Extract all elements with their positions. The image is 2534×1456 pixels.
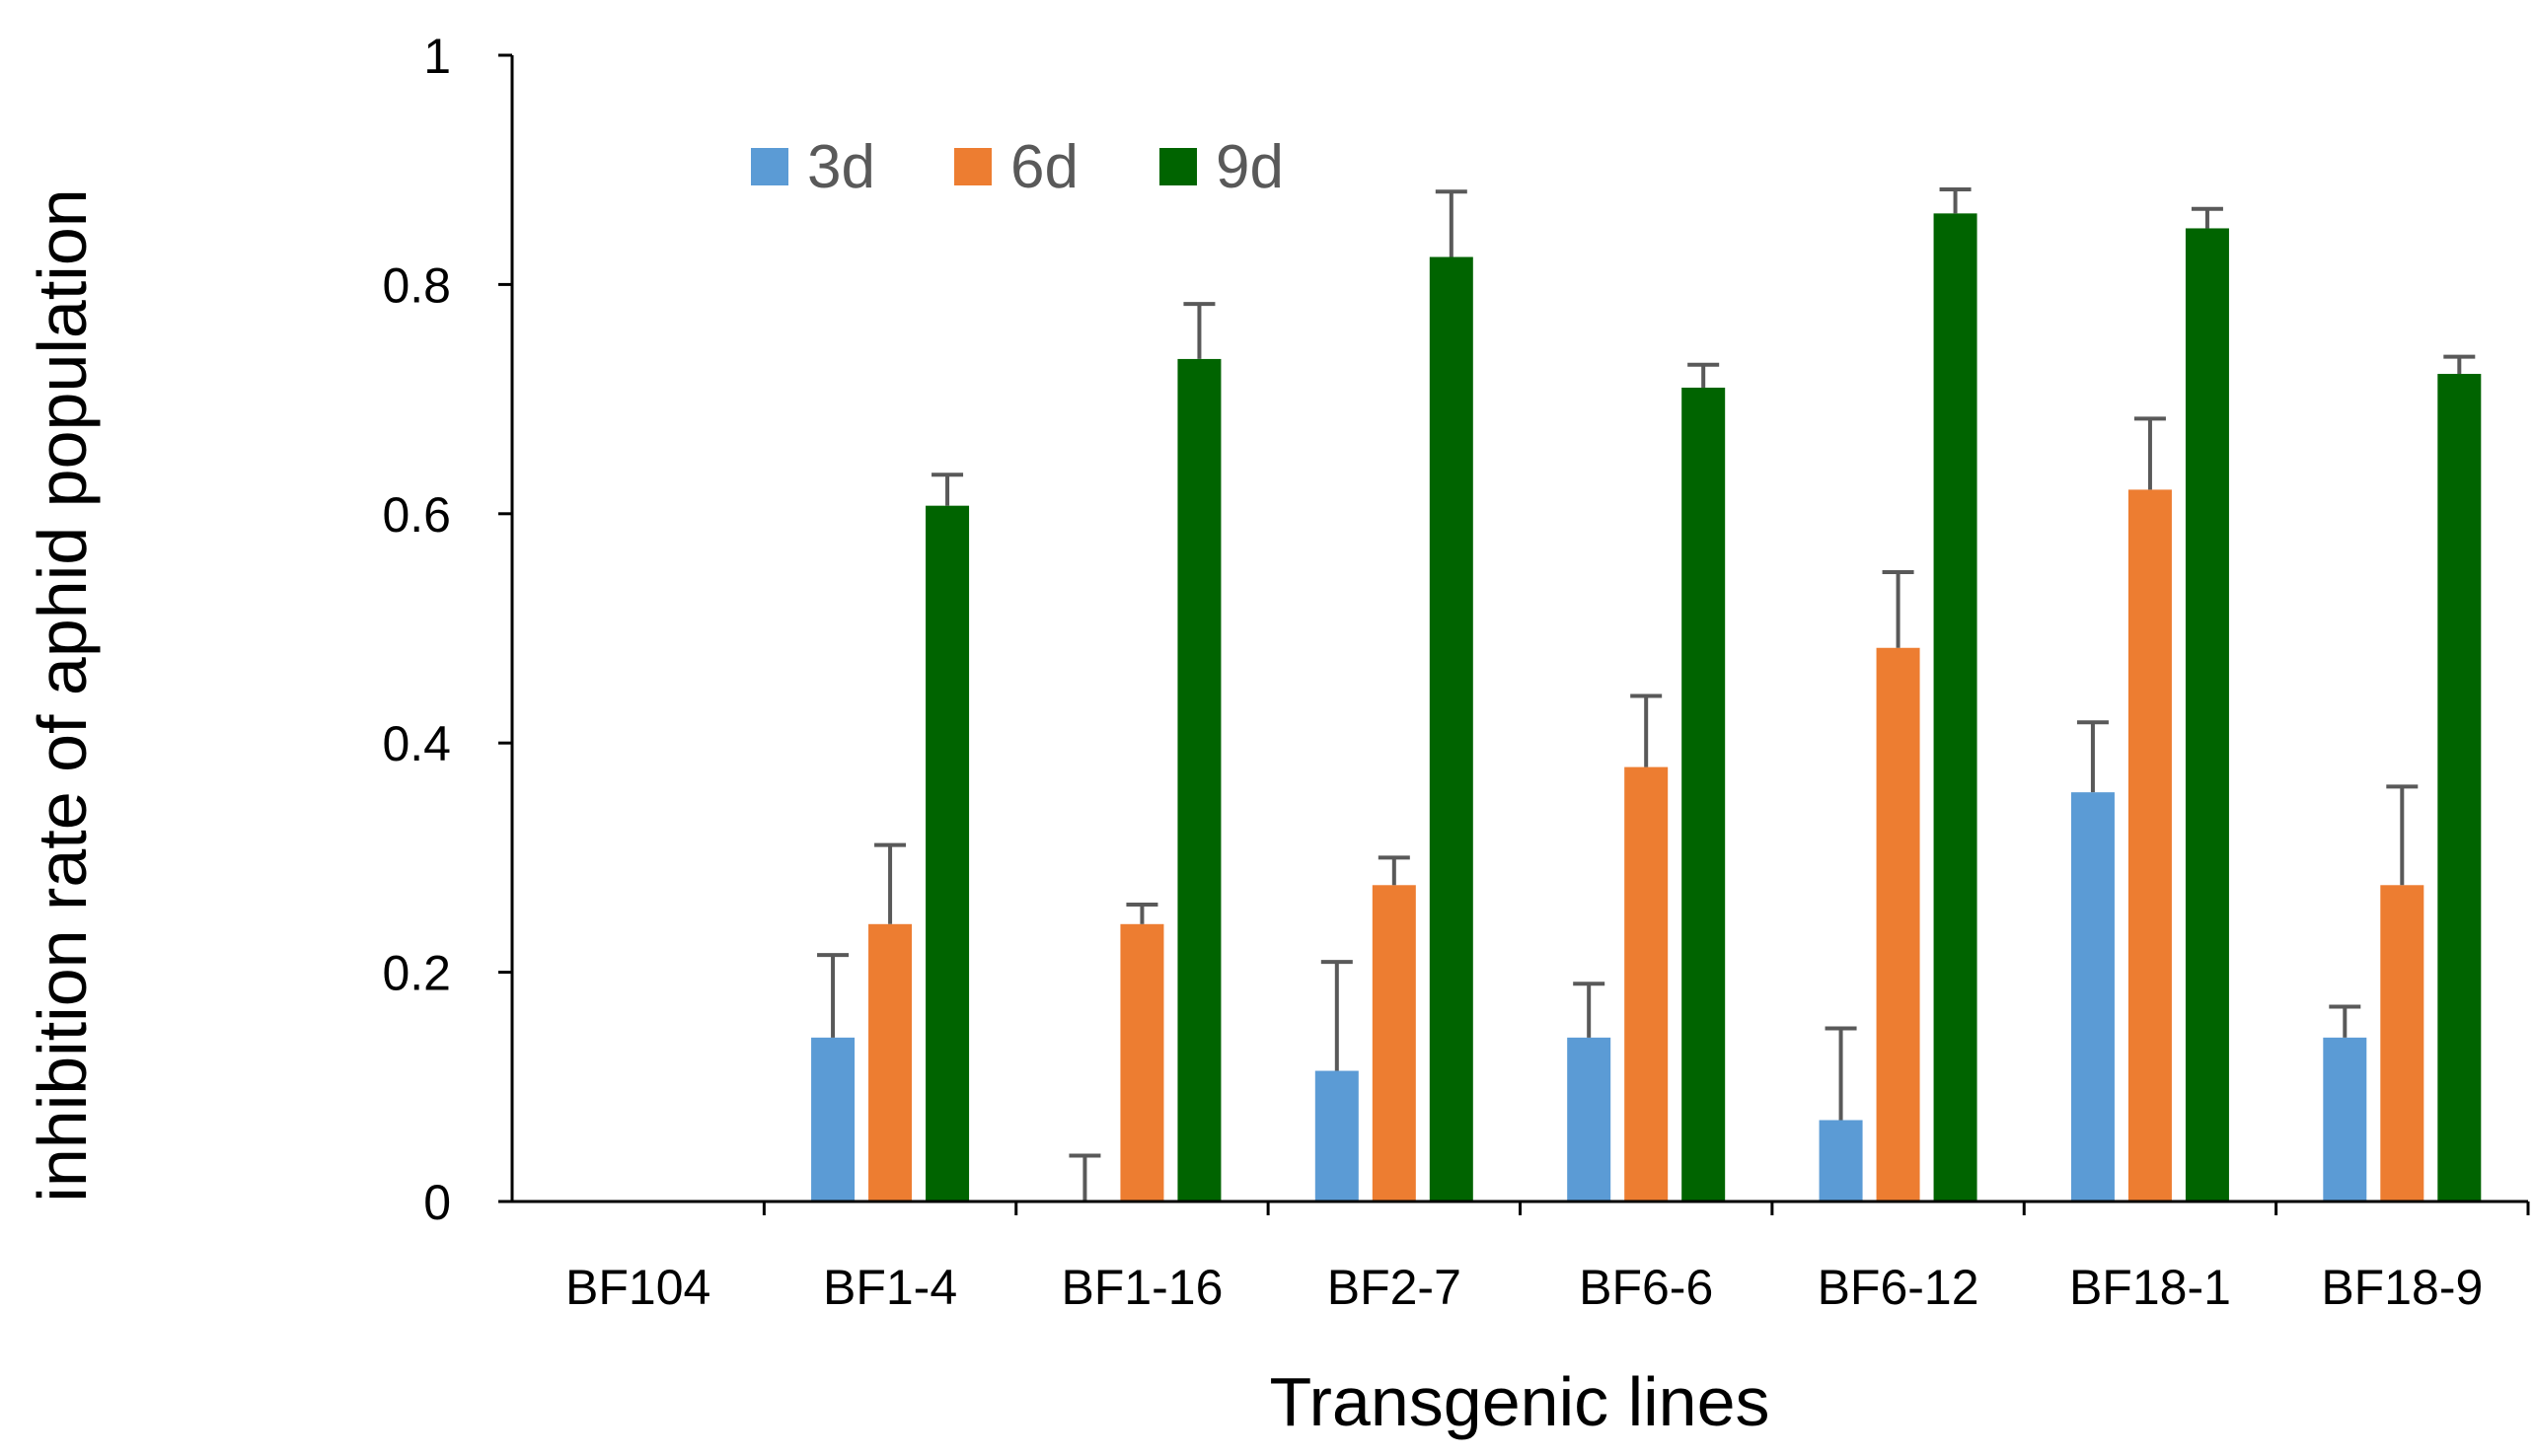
bar-6d-BF18-1 xyxy=(2127,489,2172,1201)
error-bar-9d-BF1-4 xyxy=(932,473,964,506)
error-bar-6d-BF18-9 xyxy=(2386,784,2419,886)
bar-9d-BF1-4 xyxy=(926,505,970,1201)
legend-item-9d: 9d xyxy=(1159,133,1284,201)
bar-9d-BF6-6 xyxy=(1681,387,1726,1202)
bar-3d-BF18-1 xyxy=(2070,792,2115,1201)
y-axis-title: inhibition rate of aphid population xyxy=(24,188,101,1201)
y-tick-label: 0.6 xyxy=(382,487,451,543)
error-bar-6d-BF18-1 xyxy=(2133,416,2166,490)
error-bar-3d-BF6-6 xyxy=(1573,982,1605,1038)
bar-3d-BF2-7 xyxy=(1314,1070,1359,1201)
error-bar-6d-BF6-6 xyxy=(1630,693,1663,767)
y-tick-label: 0.2 xyxy=(382,946,451,1001)
bar-3d-BF6-12 xyxy=(1819,1120,1863,1201)
bar-3d-BF18-9 xyxy=(2323,1037,2367,1201)
error-bars-layer xyxy=(817,186,2476,1201)
bar-6d-BF2-7 xyxy=(1372,885,1416,1201)
bar-3d-BF6-6 xyxy=(1567,1037,1611,1201)
axes-layer xyxy=(498,53,2530,1215)
x-tick-label: BF1-16 xyxy=(1061,1260,1223,1315)
labels-layer: 0 0.2 0.4 0.6 0.8 1 BF104 BF1-4 BF1-16 BF2-7 BF6-6… xyxy=(382,29,2483,1315)
x-tick-label: BF6-12 xyxy=(1818,1260,1979,1315)
bar-3d-BF1-4 xyxy=(811,1037,856,1201)
legend-label: 6d xyxy=(1010,133,1079,201)
error-bar-3d-BF1-4 xyxy=(817,953,850,1038)
bar-6d-BF6-12 xyxy=(1876,647,1920,1201)
bar-9d-BF1-16 xyxy=(1177,358,1222,1201)
error-bar-9d-BF18-1 xyxy=(2191,206,2223,229)
error-bar-9d-BF6-12 xyxy=(1939,186,1972,214)
error-bar-9d-BF2-7 xyxy=(1435,189,1467,257)
error-bar-3d-BF18-9 xyxy=(2329,1004,2361,1038)
x-tick-label: BF18-1 xyxy=(2069,1260,2231,1315)
x-tick-label: BF18-9 xyxy=(2321,1260,2483,1315)
error-bar-3d-BF2-7 xyxy=(1320,960,1353,1071)
error-bar-6d-BF2-7 xyxy=(1378,855,1410,886)
error-bar-6d-BF6-12 xyxy=(1882,570,1914,648)
x-tick-label: BF2-7 xyxy=(1327,1260,1461,1315)
error-bar-6d-BF1-16 xyxy=(1126,903,1158,924)
error-bar-3d-BF18-1 xyxy=(2076,720,2109,793)
bars-layer xyxy=(811,213,2482,1202)
error-bar-9d-BF1-16 xyxy=(1183,302,1216,359)
x-tick-label: BF1-4 xyxy=(823,1260,957,1315)
x-axis-title: Transgenic lines xyxy=(1269,1363,1769,1440)
x-tick-label: BF104 xyxy=(565,1260,710,1315)
error-bar-9d-BF6-6 xyxy=(1687,362,1720,388)
bar-9d-BF18-1 xyxy=(2185,228,2229,1201)
legend: 3d 6d 9d xyxy=(751,133,1284,201)
y-tick-label: 0.4 xyxy=(382,716,451,771)
bar-9d-BF18-9 xyxy=(2437,374,2482,1201)
error-bar-9d-BF18-9 xyxy=(2443,354,2476,375)
x-tick-label: BF6-6 xyxy=(1579,1260,1713,1315)
bar-6d-BF1-16 xyxy=(1120,923,1164,1201)
y-tick-label: 1 xyxy=(423,29,451,84)
legend-swatch xyxy=(954,148,992,185)
bar-6d-BF18-9 xyxy=(2380,885,2424,1201)
y-tick-label: 0 xyxy=(423,1175,451,1230)
legend-label: 9d xyxy=(1216,133,1284,201)
legend-label: 3d xyxy=(807,133,875,201)
bar-6d-BF6-6 xyxy=(1624,766,1669,1201)
error-bar-6d-BF1-4 xyxy=(874,842,907,924)
error-bar-3d-BF6-12 xyxy=(1825,1026,1857,1121)
error-bar-3d-BF1-16 xyxy=(1069,1153,1101,1201)
legend-item-3d: 3d xyxy=(751,133,875,201)
bar-6d-BF1-4 xyxy=(868,923,913,1201)
legend-swatch xyxy=(751,148,788,185)
y-tick-label: 0.8 xyxy=(382,257,451,313)
legend-item-6d: 6d xyxy=(954,133,1079,201)
bar-9d-BF2-7 xyxy=(1429,256,1473,1202)
legend-swatch xyxy=(1159,148,1197,185)
bar-9d-BF6-12 xyxy=(1933,213,1977,1201)
